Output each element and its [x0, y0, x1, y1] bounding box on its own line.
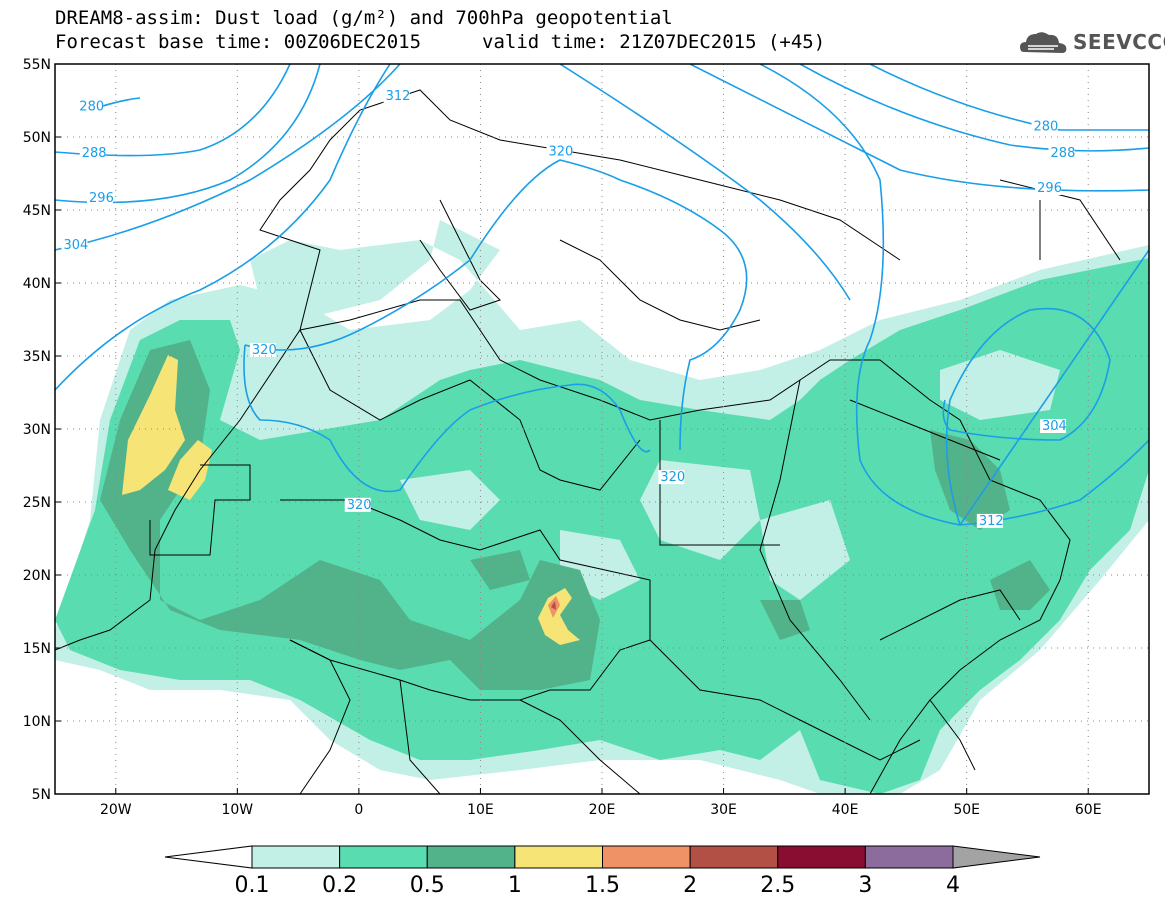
dust-level-0.5 [470, 550, 530, 590]
dust-gap [940, 350, 1060, 420]
lon-tick-label: 20W [100, 802, 132, 818]
contour-label: 312 [386, 89, 411, 104]
contour-label-bg [383, 89, 410, 104]
lat-tick-label: 25N [23, 495, 51, 511]
dust-level-1 [122, 355, 185, 495]
cloud-icon [1020, 32, 1067, 53]
colorbar-swatch [251, 845, 341, 869]
lon-tick-label: 10E [467, 802, 494, 818]
lat-axis: 55N 50N 45N 40N 35N 30N 25N 20N 15N 10N 5N [23, 57, 61, 803]
lon-tick-label: 60E [1075, 802, 1102, 818]
contour-label: 320 [549, 145, 574, 160]
seevccc-logo: SEEVCCC [1073, 30, 1165, 54]
lat-tick-label: 40N [23, 276, 51, 292]
colorbar-label: 1.5 [585, 873, 620, 898]
colorbar-swatch [602, 845, 691, 869]
colorbar-label: 0.2 [322, 873, 357, 898]
contour-label: 320 [252, 343, 277, 358]
colorbar-label: 2 [683, 873, 697, 898]
contour-label: 320 [660, 470, 685, 485]
colorbar-swatch [864, 845, 954, 869]
colorbar-swatch [514, 845, 603, 869]
lon-tick-label: 10W [221, 802, 253, 818]
contour-label: 280 [1034, 120, 1059, 135]
forecast-base-time: Forecast base time: 00Z06DEC2015 [55, 31, 422, 53]
contour-label-bg [87, 191, 114, 206]
colorbar-swatch [426, 845, 516, 869]
contour-label: 312 [979, 514, 1004, 529]
dust-level-0.5 [100, 340, 600, 690]
dust-level-0.5 [930, 430, 1010, 530]
lat-lon-grid [55, 64, 1149, 794]
contour-label: 304 [64, 238, 89, 253]
contour-label-bg [1031, 119, 1058, 134]
contour-label: 304 [1042, 419, 1067, 434]
contour-label-bg [77, 99, 104, 114]
dust-level-0.5 [760, 600, 810, 640]
colorbar-low-arrow [164, 845, 253, 869]
contour-label: 288 [82, 146, 107, 161]
lat-tick-label: 45N [23, 203, 51, 219]
contour-label-bg [79, 145, 106, 160]
dust-level-1 [538, 588, 580, 645]
contour-label-bg [344, 497, 371, 512]
contour-label-bg [249, 343, 276, 358]
contour-label-bg [1035, 181, 1062, 196]
dust-gap [640, 460, 760, 560]
contour-label: 320 [347, 498, 372, 513]
colorbar-swatch [339, 845, 428, 869]
valid-time: valid time: 21Z07DEC2015 (+45) [482, 31, 826, 53]
dust-gap [760, 500, 850, 600]
lat-tick-label: 30N [23, 422, 51, 438]
colorbar: 0.1 0.2 0.5 1 1.5 2 2.5 3 4 [164, 845, 1041, 898]
lon-tick-label: 50E [953, 802, 980, 818]
lat-tick-label: 50N [23, 130, 51, 146]
country-borders [55, 89, 1121, 794]
contour-label-bg [546, 144, 573, 159]
lat-tick-label: 15N [23, 641, 51, 657]
map-title: DREAM8-assim: Dust load (g/m²) and 700hP… [55, 7, 673, 29]
lon-tick-label: 20E [589, 802, 616, 818]
lat-tick-label: 10N [23, 714, 51, 730]
contour-labels: 280 288 296 304 312 320 320 320 320 304 312 280 288 2… [61, 89, 1076, 529]
contour-label-bg [1040, 419, 1067, 433]
contour-label: 296 [1037, 181, 1062, 196]
dust-level-2 [551, 601, 556, 610]
lat-tick-label: 55N [23, 57, 51, 73]
geopotential-contours [55, 64, 1149, 526]
contour-label-bg [61, 237, 88, 252]
dust-gap [400, 470, 500, 530]
lat-tick-label: 35N [23, 349, 51, 365]
contour-label-bg [976, 513, 1003, 528]
colorbar-label: 1 [508, 873, 522, 898]
colorbar-swatch [689, 845, 779, 869]
lon-tick-label: 40E [832, 802, 859, 818]
colorbar-label: 2.5 [760, 873, 795, 898]
colorbar-label: 4 [946, 873, 960, 898]
contour-label: 296 [89, 191, 114, 206]
contour-label-bg [658, 470, 685, 485]
lat-tick-label: 20N [23, 568, 51, 584]
lon-tick-label: 0 [354, 802, 363, 818]
dust-level-1 [168, 440, 212, 500]
lat-tick-label: 5N [32, 787, 51, 803]
contour-label: 280 [79, 99, 104, 114]
colorbar-label: 0.1 [235, 873, 270, 898]
colorbar-label: 3 [858, 873, 872, 898]
colorbar-high-arrow [952, 845, 1041, 869]
contour-label-bg [1048, 145, 1075, 160]
lon-tick-label: 30E [710, 802, 737, 818]
colorbar-label: 0.5 [410, 873, 445, 898]
lon-axis: 20W 10W 0 10E 20E 30E 40E 50E 60E [100, 788, 1102, 818]
contour-label: 288 [1051, 146, 1076, 161]
colorbar-swatch [777, 845, 866, 869]
